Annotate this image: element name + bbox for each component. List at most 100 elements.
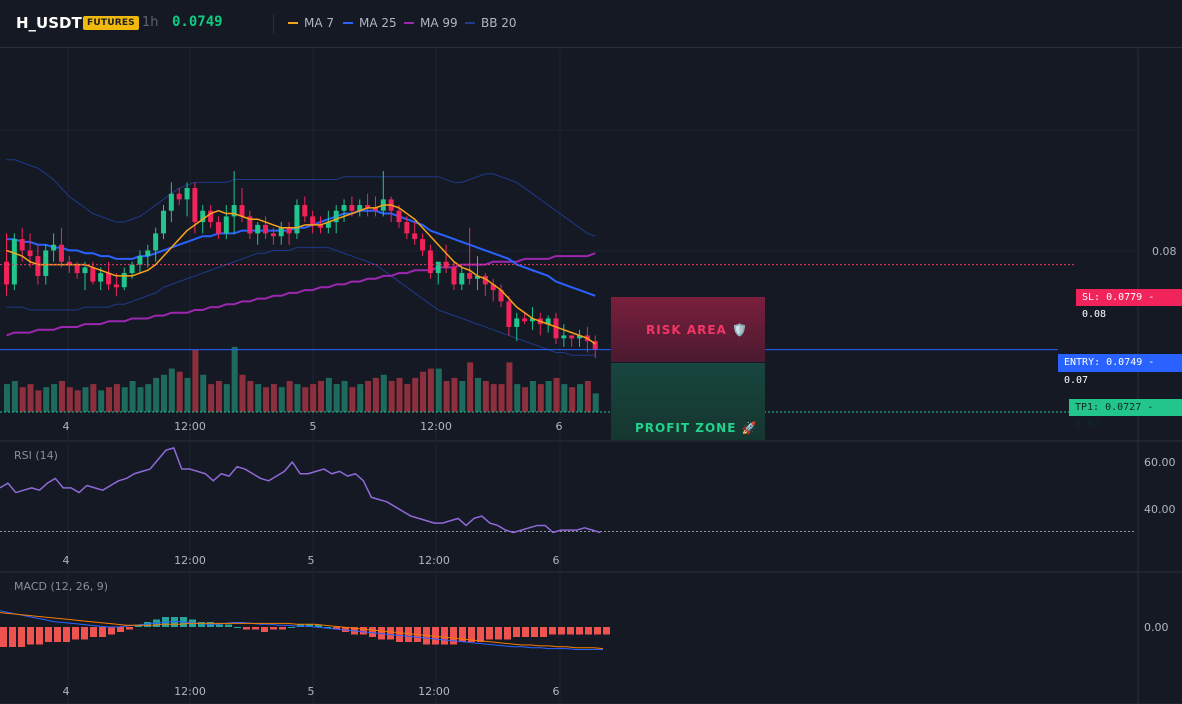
macd-histogram-bar [531,627,538,637]
macd-histogram-bar [522,627,529,637]
volume-bar [412,377,419,412]
macd-histogram-bar [225,624,232,627]
macd-histogram-bar [36,627,43,645]
x-axis-tick: 12:00 [174,554,206,567]
macd-histogram-bar [405,627,412,642]
candle-body [333,210,339,223]
macd-histogram-bar [243,627,250,630]
macd-histogram-bar [513,627,520,637]
volume-bar [270,384,277,412]
candle-body [490,284,496,291]
candle-body [215,222,221,234]
bb20-lower-line [6,247,596,356]
macd-histogram-bar [216,624,223,627]
candle-body [443,261,449,268]
legend-ma7[interactable]: MA 7 [288,16,334,30]
candle-body [121,273,127,288]
legend-ma25[interactable]: MA 25 [343,16,397,30]
macd-histogram-bar [270,627,277,630]
candle-body [168,193,174,211]
candle-body [98,273,104,282]
macd-histogram-bar [477,627,484,642]
volume-bar [231,346,238,412]
macd-histogram-bar [324,627,331,628]
candle-body [106,273,112,285]
macd-histogram-bar [495,627,502,640]
volume-bar [498,384,505,412]
candle-body [467,273,473,279]
volume-bar [388,381,395,412]
market-badge: FUTURES [83,16,139,30]
candle-body [325,222,331,228]
volume-bar [255,384,262,412]
profit-zone [611,363,765,440]
macd-histogram-bar [441,627,448,645]
candle-body [372,207,378,211]
candle-body [247,216,253,234]
legend-bb20[interactable]: BB 20 [465,16,517,30]
macd-histogram-bar [108,627,115,635]
candle-body [66,261,72,265]
symbol-label[interactable]: H_USDT [16,14,82,32]
macd-histogram-bar [27,627,34,645]
candle-body [82,267,88,274]
ma25-line [6,209,596,297]
macd-histogram-bar [603,627,610,635]
candle-body [192,188,198,223]
volume-bar [4,384,10,412]
legend-bb20-label: BB 20 [481,16,517,30]
macd-histogram-bar [432,627,439,645]
volume-bar [302,387,309,412]
candle-body [231,205,237,217]
macd-y-tick: 0.00 [1144,621,1169,634]
profit-zone-label: PROFIT ZONE 🚀 [635,421,758,435]
legend-ma99[interactable]: MA 99 [404,16,458,30]
candle-body [341,205,347,211]
candle-body [482,275,488,285]
candle-body [412,233,418,240]
candle-body [396,210,402,223]
volume-bar [278,387,285,412]
legend-ma99-label: MA 99 [420,16,458,30]
volume-bar [161,374,167,412]
macd-histogram-bar [369,627,376,637]
volume-bar [66,387,73,412]
candle-body [310,216,316,225]
tp-level-tag[interactable]: TP1: 0.0727 - 0.07 [1069,399,1182,430]
entry-level-tag[interactable]: ENTRY: 0.0749 - 0.07 [1058,354,1182,386]
candle-body [176,193,182,200]
volume-bar [106,387,113,412]
volume-bar [475,377,481,412]
candle-body [459,273,465,285]
volume-bar [286,381,293,412]
timeframe-label[interactable]: 1h [142,15,159,30]
macd-histogram-bar [594,627,601,635]
volume-bar [247,381,254,412]
candle-body [286,227,292,234]
risk-area-label: RISK AREA 🛡️ [646,323,748,337]
candle-body [208,210,214,223]
macd-histogram-bar [135,624,142,627]
volume-bar [522,387,529,412]
volume-bar [200,374,207,412]
macd-histogram-bar [468,627,475,642]
sl-level-tag[interactable]: SL: 0.0779 - 0.08 [1076,289,1182,320]
candle-body [553,318,559,339]
candle-body [27,250,33,257]
candle-body [427,250,433,274]
candle-body [113,284,119,288]
volume-bar [443,381,450,412]
x-axis-tick: 4 [63,420,70,433]
volume-bar [208,384,215,412]
x-axis-tick: 5 [310,420,317,433]
volume-bar [459,381,466,412]
candle-body [529,318,535,322]
volume-bar [82,387,89,412]
macd-histogram-bar [567,627,574,635]
macd-histogram-bar [72,627,79,640]
ma7-line [6,204,596,345]
macd-histogram-bar [234,627,241,628]
macd-histogram-bar [306,624,313,627]
last-price: 0.0749 [172,14,223,30]
